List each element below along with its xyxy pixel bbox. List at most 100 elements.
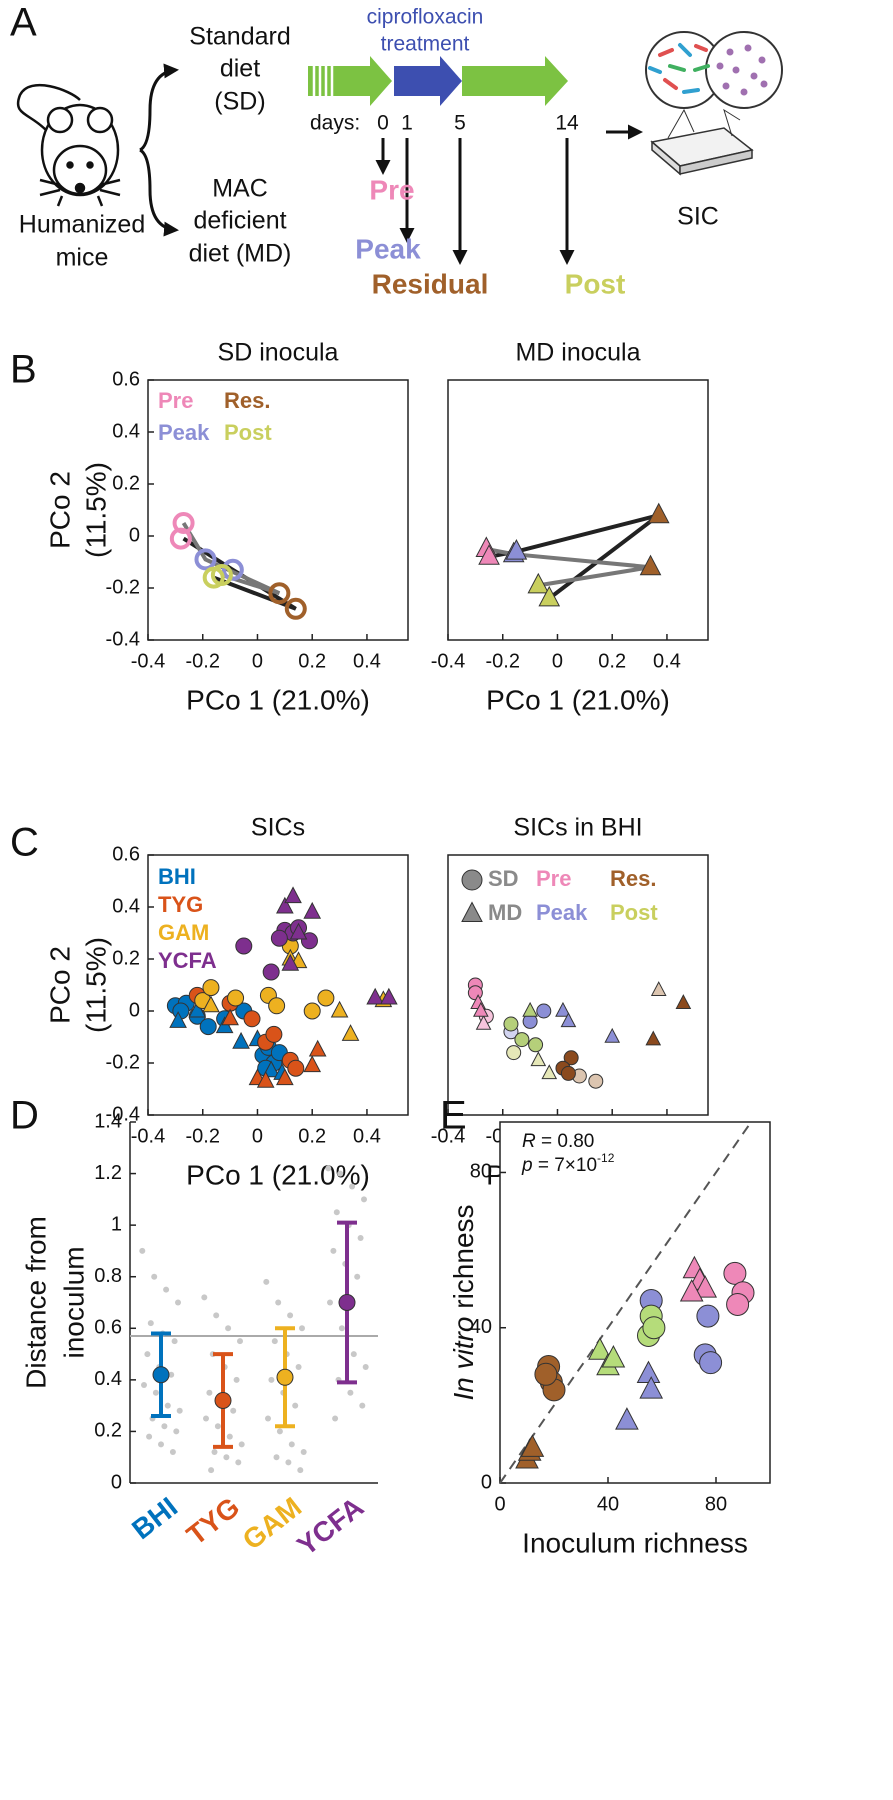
x-tick-label: 0 — [252, 650, 263, 672]
data-point — [225, 1325, 232, 1332]
point — [199, 1018, 217, 1036]
mean-point — [338, 1294, 356, 1311]
data-point — [327, 1299, 333, 1306]
data-point — [163, 1286, 170, 1293]
point — [380, 987, 398, 1005]
data-point — [144, 1351, 151, 1358]
data-point — [325, 1165, 332, 1172]
data-point — [152, 1389, 159, 1396]
point — [527, 572, 550, 594]
data-point — [161, 1423, 168, 1430]
y-axis-label: PCo 2 — [44, 471, 75, 549]
point — [270, 929, 288, 947]
point — [503, 1016, 519, 1032]
legend-label: Pre — [536, 866, 571, 891]
data-point — [203, 1415, 209, 1422]
legend-label: GAM — [158, 920, 209, 945]
x-tick-label: -0.2 — [486, 650, 520, 672]
point — [262, 963, 280, 981]
x-tick-label: -0.4 — [131, 1125, 165, 1147]
data-point — [235, 1459, 242, 1466]
data-point — [295, 1363, 302, 1370]
timeline-arrow — [308, 56, 392, 106]
timeline-stripes — [312, 66, 334, 96]
point — [341, 1024, 360, 1041]
legend-label: YCFA — [158, 948, 217, 973]
data-point — [214, 1423, 221, 1430]
point — [538, 585, 561, 607]
data-point — [233, 1376, 240, 1383]
data-point — [362, 1363, 369, 1370]
data-point — [275, 1299, 282, 1306]
y-tick-label: 80 — [470, 1161, 492, 1183]
diet-label: MAC — [212, 175, 268, 203]
point — [303, 901, 322, 919]
x-tick-label: 0.4 — [353, 650, 381, 672]
chart-panel: -0.4 -0.2 0 0.2 0.4 MD inocula PCo 1 (21.0%) — [431, 339, 709, 715]
annotation: R = 0.80 — [522, 1131, 594, 1152]
data-point — [332, 1415, 339, 1422]
point — [366, 987, 384, 1005]
data-point — [361, 1196, 367, 1203]
point — [467, 985, 483, 1001]
data-point — [273, 1454, 280, 1461]
panel-label: D — [10, 1094, 39, 1138]
legend-label: Pre — [158, 388, 193, 413]
point — [281, 953, 300, 971]
point — [639, 554, 662, 576]
y-tick-label: -0.2 — [106, 1051, 140, 1073]
y-tick-label: 0 — [129, 999, 140, 1021]
x-tick-label: 40 — [597, 1493, 619, 1515]
data-point — [158, 1441, 164, 1448]
point — [284, 597, 307, 620]
mouse-label: Humanized — [19, 211, 145, 239]
point — [473, 1001, 489, 1017]
point — [268, 582, 291, 605]
point — [284, 886, 302, 904]
timepoint-label: Post — [565, 268, 626, 299]
x-tick-label: 0 — [494, 1493, 505, 1515]
timepoint-label: Residual — [372, 268, 489, 299]
days-label: days: — [310, 112, 360, 135]
data-point — [333, 1209, 340, 1216]
chart-panel: 0 0.2 0.4 0.6 0.8 1 1.2 1.4 D Distance from inocul… — [10, 1094, 378, 1562]
y-axis-label: (11.5%) — [80, 462, 111, 558]
data-point — [338, 1325, 345, 1332]
panel-label: A — [10, 1, 37, 45]
y-axis-label-part: In vitro — [448, 1317, 479, 1401]
point — [188, 1000, 207, 1018]
y-axis-label-part: richness — [448, 1204, 479, 1316]
point — [235, 937, 253, 955]
point — [202, 979, 220, 997]
point — [221, 558, 244, 581]
mouse-label: mice — [56, 244, 109, 272]
data-point — [201, 1294, 208, 1301]
point — [650, 981, 667, 996]
x-axis-label: PCo 1 (21.0%) — [186, 684, 370, 715]
chart-panel: 0 40 80 0 40 80 Inoculum richness E In vitro ric… — [440, 1094, 771, 1558]
y-tick-label: 40 — [470, 1316, 492, 1338]
chart-panel: -0.4 -0.2 0 0.2 0.4 -0.4 -0.2 0 0.2 0.4 0.6 SD inoc… — [10, 339, 409, 715]
treatment-label: ciprofloxacin — [367, 6, 484, 29]
point — [588, 1337, 612, 1360]
data-point — [288, 1441, 295, 1448]
category-label: BHI — [126, 1491, 183, 1545]
mean-point — [214, 1391, 232, 1409]
annotation-part: -12 — [597, 1151, 615, 1165]
chart-title: SICs in BHI — [513, 814, 642, 842]
point — [169, 1011, 187, 1028]
data-point — [223, 1454, 230, 1461]
y-tick-label: 0 — [111, 1471, 122, 1493]
chart-title: SICs — [251, 814, 305, 842]
chart-title: MD inocula — [515, 339, 640, 367]
data-point — [354, 1273, 361, 1280]
y-tick-label: 0.8 — [94, 1265, 122, 1287]
data-point — [330, 1247, 337, 1254]
diet-arrow — [139, 148, 179, 237]
timepoint-label: Peak — [355, 233, 421, 264]
data-point — [300, 1449, 307, 1456]
x-tick-label: 0.4 — [353, 1125, 381, 1147]
point — [530, 1051, 547, 1067]
legend-label: SD — [488, 866, 519, 891]
point — [169, 527, 192, 550]
